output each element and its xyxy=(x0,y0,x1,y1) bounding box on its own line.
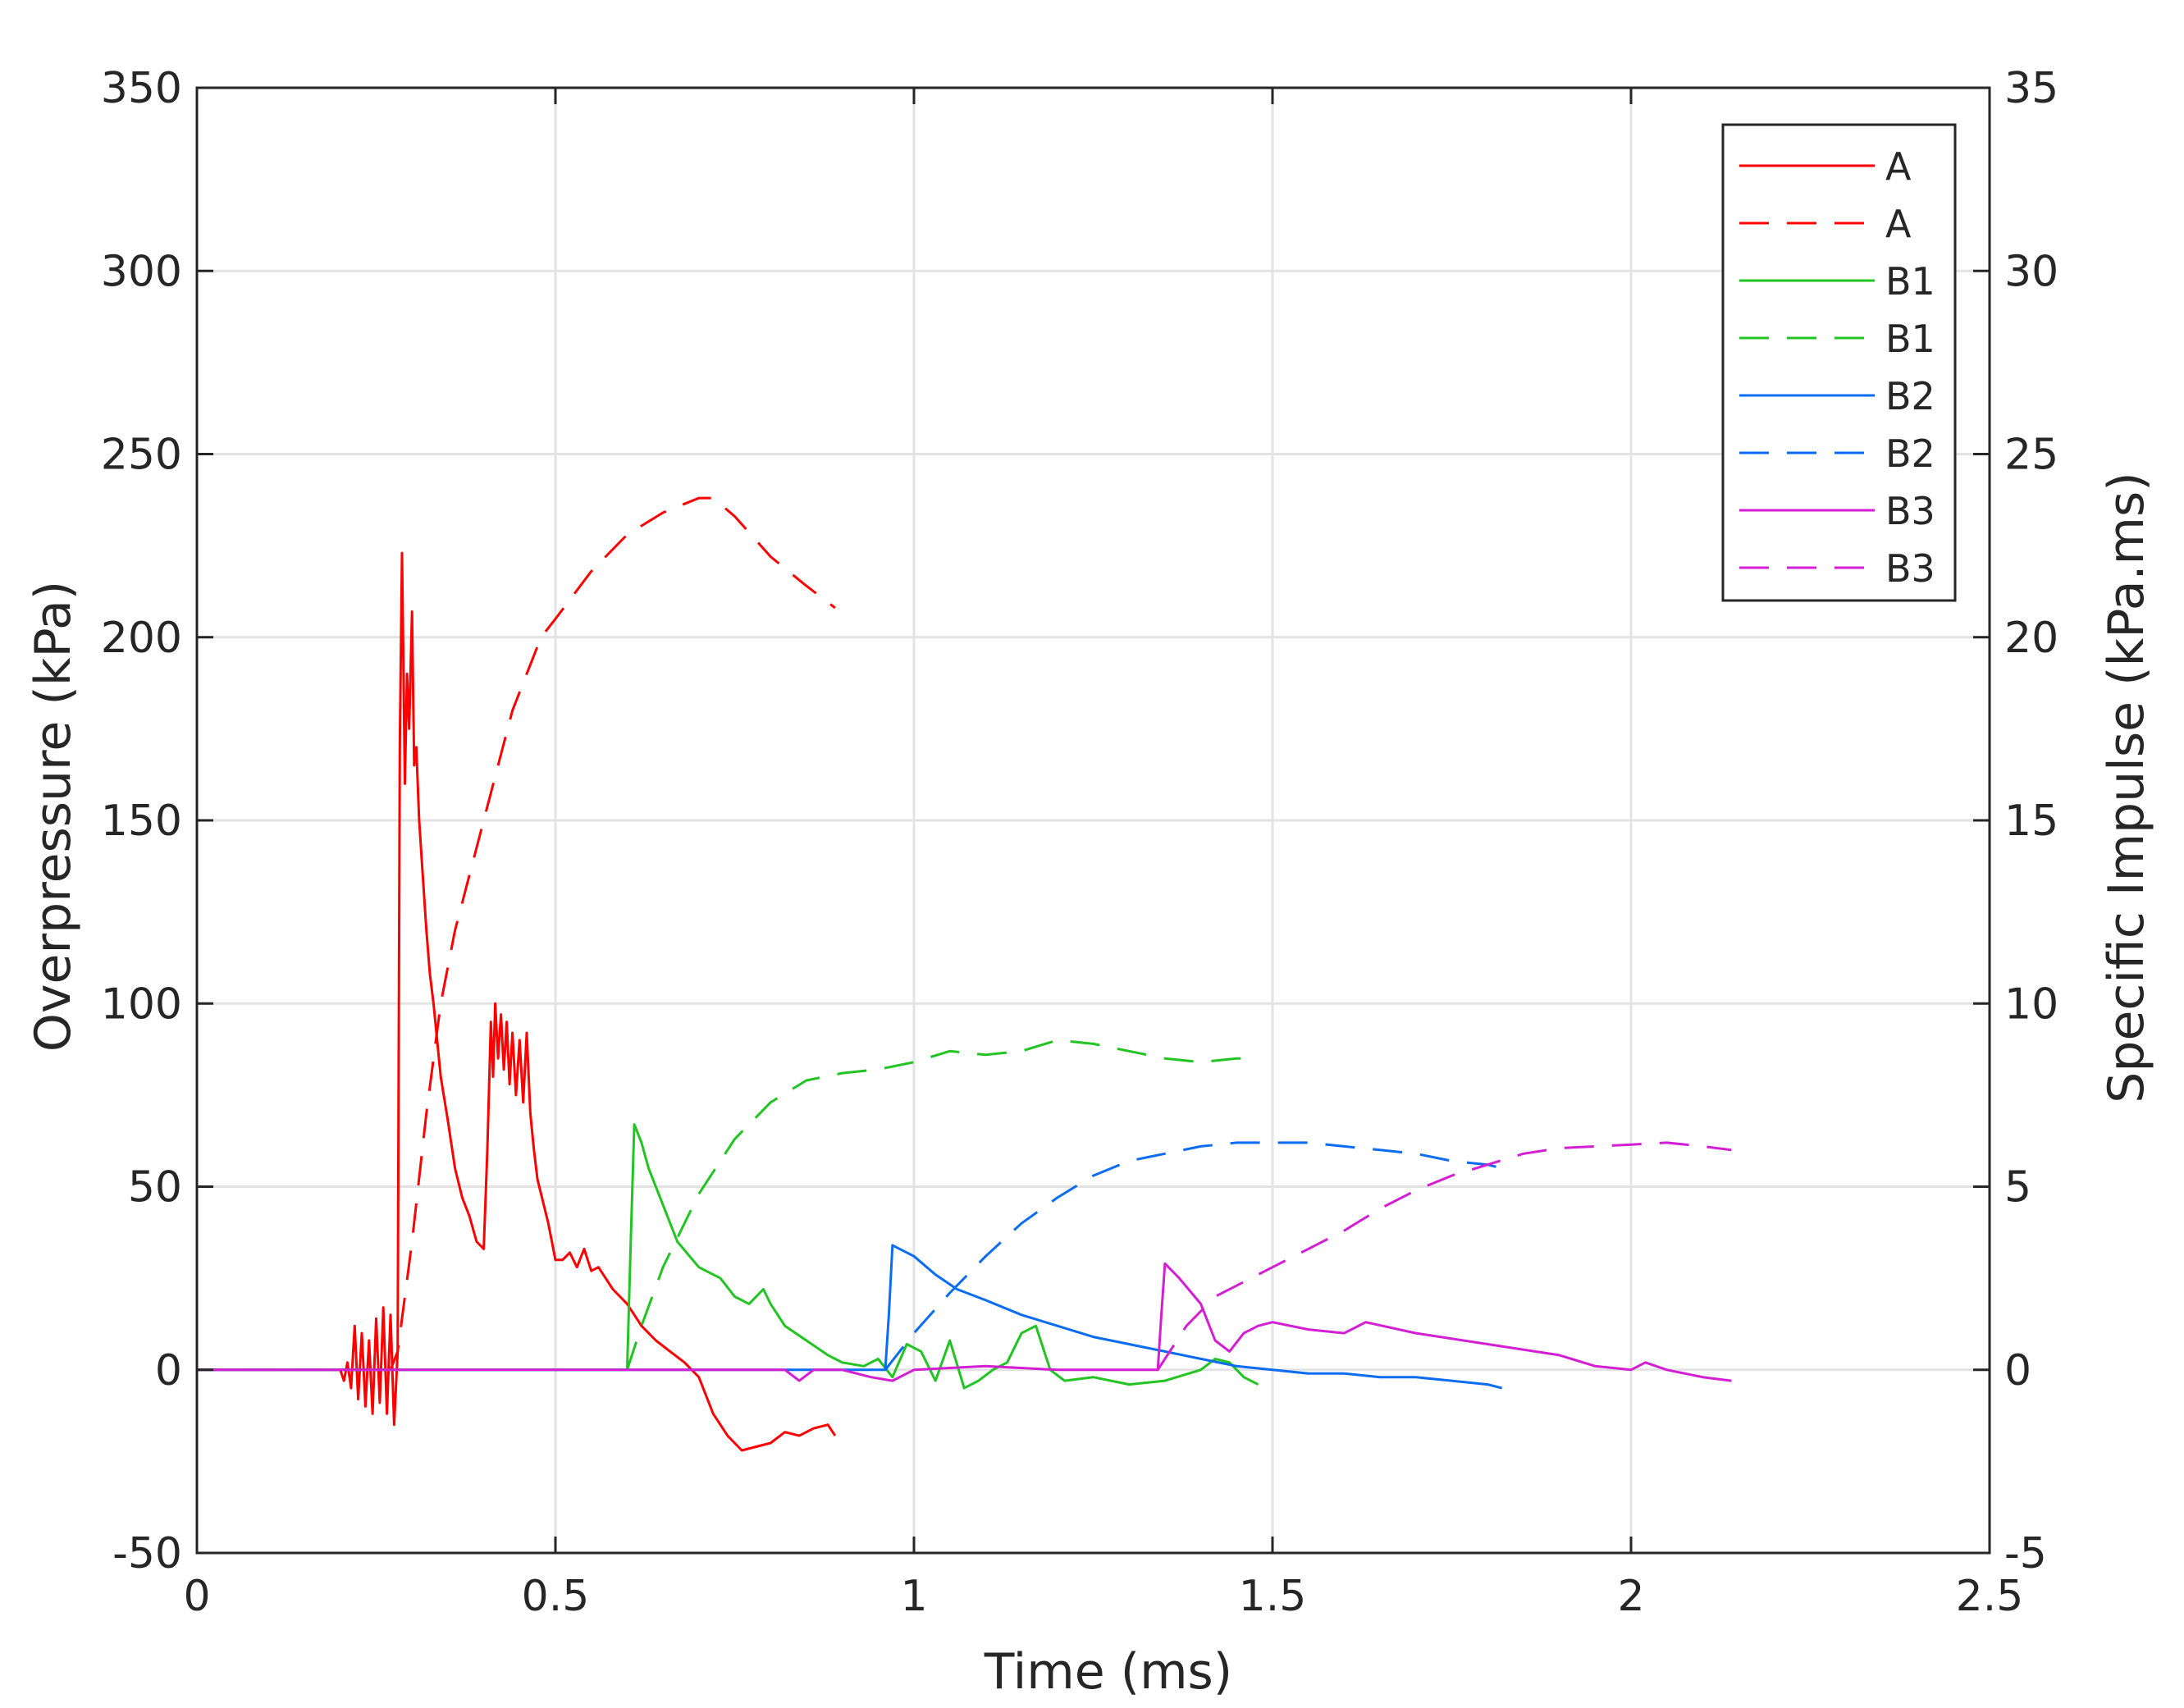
x-tick-label: 0.5 xyxy=(522,1572,590,1621)
y-tick-label: 0 xyxy=(155,1346,182,1395)
y-tick-label: 350 xyxy=(101,64,182,113)
legend-entry-label: B2 xyxy=(1885,432,1935,476)
x-tick-label: 2 xyxy=(1617,1572,1644,1621)
y2-tick-label: 10 xyxy=(2004,980,2058,1029)
x-tick-label: 2.5 xyxy=(1956,1572,2024,1621)
y-tick-label: 300 xyxy=(101,247,182,296)
legend-entry-label: B1 xyxy=(1885,317,1935,361)
y-axis-ticks: -50 0 50 100 150 200 250 300 350 xyxy=(101,64,213,1578)
series-line-b2-overpressure xyxy=(197,1244,1503,1390)
x-tick-label: 1 xyxy=(900,1572,927,1621)
x-tick-label: 1.5 xyxy=(1239,1572,1307,1621)
x-axis-label: Time (ms) xyxy=(984,1643,1232,1701)
legend-entry-label: B1 xyxy=(1885,259,1935,304)
series-line-b2-impulse xyxy=(884,1141,1503,1371)
legend-box xyxy=(1721,123,1957,602)
series-line-a-overpressure xyxy=(197,551,837,1452)
series-line-b1-overpressure xyxy=(197,1123,1259,1390)
y2-tick-label: 0 xyxy=(2004,1346,2031,1395)
legend-entry-label: B3 xyxy=(1885,546,1935,591)
legend-entry-label: B3 xyxy=(1885,489,1935,533)
x-axis-ticks: 0 0.5 1 1.5 2 2.5 xyxy=(183,88,2023,1621)
legend-entry-label: A xyxy=(1885,202,1912,246)
y2-axis-ticks: -5 0 5 10 15 20 25 30 35 xyxy=(1973,64,2058,1578)
y-tick-label: 150 xyxy=(101,797,182,846)
legend-entry-label: A xyxy=(1885,144,1912,189)
y2-tick-label: 30 xyxy=(2004,247,2058,296)
y-tick-label: 200 xyxy=(101,614,182,663)
legend: AA B1 B1 B2 B2 B3 B3 xyxy=(1721,123,1957,602)
y2-axis-label: Specific Impulse (kPa.ms) xyxy=(2098,472,2155,1103)
y2-tick-label: -5 xyxy=(2004,1529,2047,1578)
series-line-a-impulse xyxy=(197,496,836,1372)
y-tick-label: 50 xyxy=(128,1163,182,1212)
y-axis-label: Overpressure (kPa) xyxy=(25,581,82,1052)
y-tick-label: 250 xyxy=(101,431,182,480)
plot-series xyxy=(197,496,1732,1452)
y2-tick-label: 20 xyxy=(2004,614,2058,663)
series-line-b3-impulse xyxy=(1156,1141,1732,1371)
y2-tick-label: 25 xyxy=(2004,431,2058,480)
y2-tick-label: 35 xyxy=(2004,64,2058,113)
y2-tick-label: 5 xyxy=(2004,1163,2031,1212)
x-tick-label: 0 xyxy=(183,1572,210,1621)
y-tick-label: 100 xyxy=(101,980,182,1029)
y2-tick-label: 15 xyxy=(2004,797,2058,846)
series-line-b3-overpressure xyxy=(197,1262,1732,1382)
y-tick-label: -50 xyxy=(112,1529,182,1578)
legend-entry-label: B2 xyxy=(1885,374,1935,418)
series-line-b1-impulse xyxy=(625,1039,1259,1371)
